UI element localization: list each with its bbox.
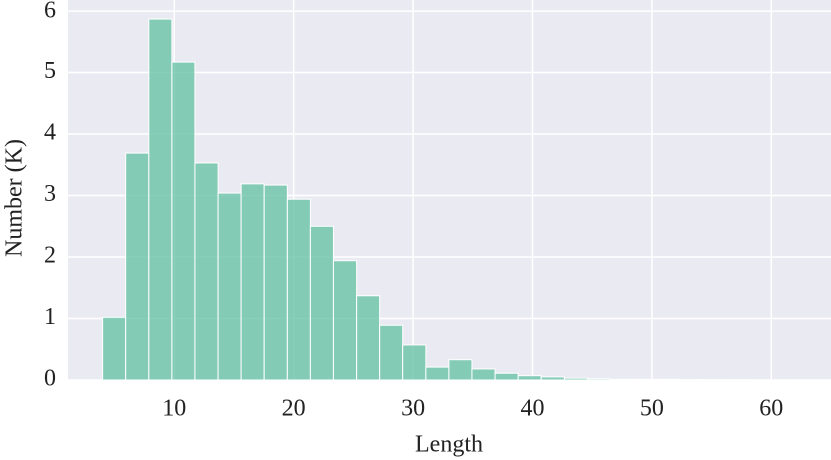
bar — [194, 162, 219, 381]
x-tick-label: 30 — [401, 396, 425, 422]
x-tick-label: 40 — [520, 396, 544, 422]
y-tick-label: 0 — [44, 366, 56, 392]
bar — [171, 61, 196, 381]
y-tick-label: 1 — [44, 304, 56, 330]
y-tick-label: 4 — [44, 120, 56, 146]
bar — [425, 366, 450, 381]
bar — [448, 359, 473, 381]
bar — [471, 368, 496, 381]
x-axis-label: Length — [415, 432, 483, 458]
bar — [332, 260, 358, 381]
y-axis-label: Number (K) — [2, 139, 28, 257]
bar — [217, 192, 242, 381]
bar — [309, 225, 334, 381]
bar — [286, 198, 311, 381]
bar — [494, 372, 519, 381]
bar — [633, 378, 658, 381]
bar — [540, 376, 565, 381]
bar — [102, 316, 127, 381]
bar — [609, 378, 635, 381]
y-tick-label: 2 — [44, 243, 56, 269]
bar — [517, 375, 542, 381]
y-tick-label: 3 — [44, 181, 56, 207]
bar — [125, 152, 150, 381]
bar — [586, 378, 611, 381]
bar — [656, 378, 681, 381]
x-tick-label: 60 — [759, 396, 783, 422]
bar — [379, 324, 404, 381]
x-tick-label: 10 — [162, 396, 186, 422]
y-tick-label: 5 — [44, 58, 56, 84]
bar — [402, 344, 427, 381]
x-tick-label: 20 — [282, 396, 306, 422]
bar — [240, 183, 265, 381]
bar — [563, 377, 588, 381]
bar — [148, 18, 173, 381]
x-tick-label: 50 — [640, 396, 664, 422]
bar — [356, 295, 381, 381]
y-tick-label: 6 — [44, 0, 56, 24]
bar — [263, 184, 288, 381]
